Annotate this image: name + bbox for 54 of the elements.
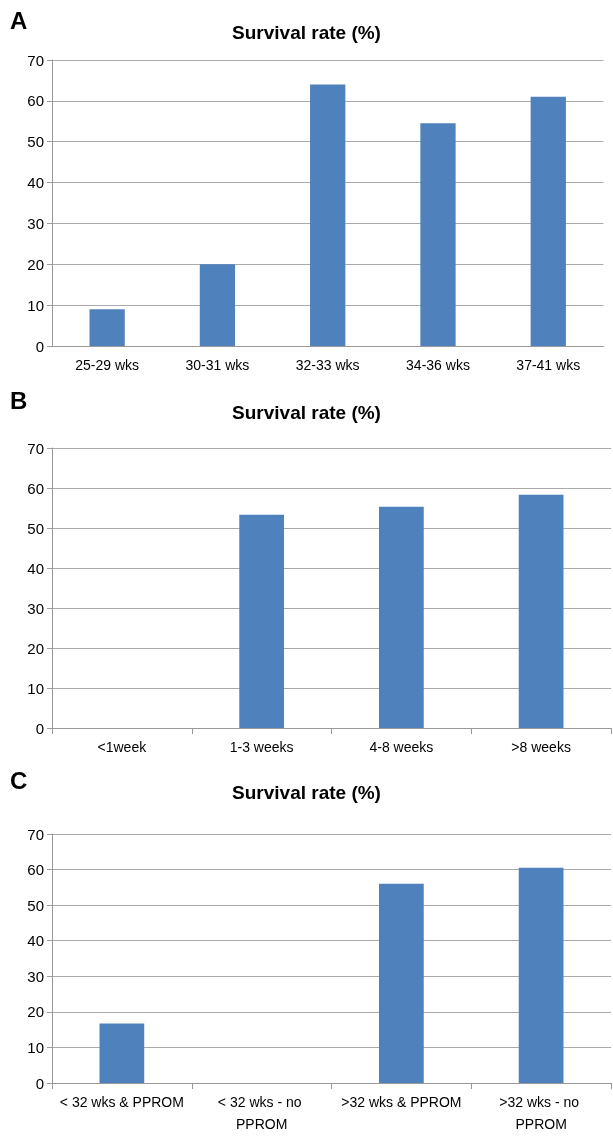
x-tick-label: >32 wks & PPROM xyxy=(341,1094,462,1110)
chart-title: Survival rate (%) xyxy=(232,22,381,43)
text: A xyxy=(10,6,28,34)
x-tick-label: >32 wks - no PPROM xyxy=(499,1094,583,1132)
x-tick-label: 1-3 weeks xyxy=(229,739,294,755)
y-tick-label: 60 xyxy=(27,861,44,879)
x-tick-label: 37-41 wks xyxy=(516,357,581,373)
text: B xyxy=(10,386,28,414)
bar xyxy=(518,867,564,1083)
y-tick-label: 70 xyxy=(27,825,44,843)
x-tick-label: 34-36 wks xyxy=(406,357,470,373)
y-tick-label: 40 xyxy=(27,932,44,950)
y-tick-label: 20 xyxy=(27,639,44,657)
y-tick-label: 10 xyxy=(27,679,44,697)
chart-title: Survival rate (%) xyxy=(232,402,381,423)
x-tick-label: <1week xyxy=(97,739,148,755)
x-tick-label: 25-29 wks xyxy=(75,357,140,373)
x-tick-label: 4-8 weeks xyxy=(369,739,434,755)
bar xyxy=(379,506,424,728)
y-tick-label: 0 xyxy=(35,337,44,355)
x-tick-label: >8 weeks xyxy=(511,739,571,755)
y-tick-label: 50 xyxy=(27,896,44,914)
y-tick-label: 10 xyxy=(27,1038,44,1056)
bar xyxy=(199,264,236,346)
x-tick-label: 32-33 wks xyxy=(295,357,360,373)
bar xyxy=(99,1023,145,1083)
x-tick-label: < 32 wks - no PPROM xyxy=(217,1094,306,1132)
bar xyxy=(530,96,566,346)
bar xyxy=(379,883,424,1083)
y-tick-label: 40 xyxy=(27,559,44,577)
bar xyxy=(518,494,564,728)
bar xyxy=(89,309,125,346)
y-tick-label: 30 xyxy=(27,967,44,985)
bar xyxy=(239,514,284,728)
y-tick-label: 0 xyxy=(35,1074,44,1092)
y-tick-label: 60 xyxy=(27,92,44,110)
bar xyxy=(310,84,346,346)
text: C xyxy=(10,766,28,794)
y-tick-label: 50 xyxy=(27,519,44,537)
y-tick-label: 30 xyxy=(27,599,44,617)
bar xyxy=(420,123,456,346)
y-tick-label: 70 xyxy=(27,439,44,457)
y-tick-label: 70 xyxy=(27,51,44,69)
y-tick-label: 20 xyxy=(27,1003,44,1021)
y-tick-label: 40 xyxy=(27,174,44,192)
x-tick-label: < 32 wks & PPROM xyxy=(59,1094,184,1110)
y-tick-label: 20 xyxy=(27,255,44,273)
y-tick-label: 10 xyxy=(27,296,44,314)
y-tick-label: 60 xyxy=(27,479,44,497)
y-tick-label: 30 xyxy=(27,214,44,232)
chart-title: Survival rate (%) xyxy=(232,782,381,803)
y-tick-label: 0 xyxy=(35,719,44,737)
y-tick-label: 50 xyxy=(27,133,44,151)
x-tick-label: 30-31 wks xyxy=(185,357,250,373)
